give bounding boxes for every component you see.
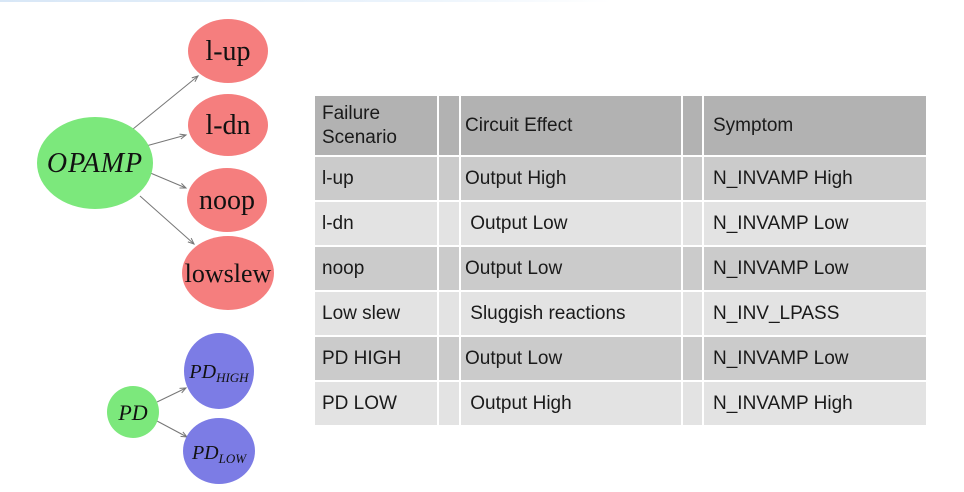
table-row-pdhigh: PD HIGH Output Low N_INVAMP Low — [313, 335, 928, 382]
pd-low-node — [183, 418, 255, 484]
scenario-cell: PD HIGH — [313, 335, 439, 382]
table-row-lup: l-up Output High N_INVAMP High — [313, 155, 928, 202]
opamp-node — [37, 117, 153, 209]
header-symptom: Symptom — [702, 94, 928, 157]
top-accent-line — [0, 0, 612, 2]
edge-opamp-ldn — [145, 133, 188, 147]
spacer-cell — [437, 200, 461, 247]
spacer-cell — [437, 380, 461, 427]
scenario-cell: l-dn — [313, 200, 439, 247]
pd-low-main: PD — [191, 442, 219, 464]
effect-cell: Output Low — [459, 200, 683, 247]
symptom-cell: N_INVAMP Low — [702, 335, 928, 382]
effect-cell: Output Low — [459, 245, 683, 292]
table-row-ldn: l-dn Output Low N_INVAMP Low — [313, 200, 928, 247]
failure-node-lup — [188, 19, 268, 83]
scenario-cell: l-up — [313, 155, 439, 202]
spacer-cell — [681, 380, 704, 427]
spacer-cell — [681, 155, 704, 202]
scenario-cell: Low slew — [313, 290, 439, 337]
spacer-cell — [681, 290, 704, 337]
failure-node-lowslew — [182, 236, 274, 310]
spacer-cell — [437, 335, 461, 382]
spacer-cell — [681, 245, 704, 292]
edge-opamp-lup — [132, 75, 200, 130]
symptom-cell: N_INV_LPASS — [702, 290, 928, 337]
effect-cell: Output High — [459, 155, 683, 202]
spacer-cell — [437, 155, 461, 202]
failure-node-noop-label: noop — [199, 185, 255, 216]
table-row-pdlow: PD LOW Output High N_INVAMP High — [313, 380, 928, 427]
failure-node-ldn — [188, 94, 268, 156]
scenario-cell: PD LOW — [313, 380, 439, 427]
pd-high-sub: HIGH — [215, 370, 249, 385]
pd-tree: PD PDHIGH PDLOW — [107, 333, 255, 484]
pd-node — [107, 386, 159, 438]
effect-cell: Output High — [459, 380, 683, 427]
symptom-cell: N_INVAMP Low — [702, 200, 928, 247]
header-failure-scenario: Failure Scenario — [313, 94, 439, 157]
failure-node-ldn-label: l-dn — [205, 110, 250, 141]
fault-tree-diagram: OPAMP l-up l-dn noop lowslew PD PDHIGH P… — [37, 19, 274, 484]
failure-table: Failure Scenario Circuit Effect Symptom … — [313, 94, 928, 427]
spacer-cell — [681, 200, 704, 247]
edge-pd-pdlow — [156, 420, 189, 438]
spacer-cell — [437, 290, 461, 337]
spacer-cell — [437, 245, 461, 292]
table-header-row: Failure Scenario Circuit Effect Symptom — [313, 94, 928, 157]
symptom-cell: N_INVAMP Low — [702, 245, 928, 292]
header-circuit-effect: Circuit Effect — [459, 94, 683, 157]
table-row-lowslew: Low slew Sluggish reactions N_INV_LPASS — [313, 290, 928, 337]
pd-high-node — [184, 333, 254, 409]
scenario-cell: noop — [313, 245, 439, 292]
spacer-cell — [681, 335, 704, 382]
effect-cell: Output Low — [459, 335, 683, 382]
effect-cell: Sluggish reactions — [459, 290, 683, 337]
header-spacer-1 — [437, 94, 461, 157]
opamp-tree: OPAMP l-up l-dn noop lowslew — [37, 19, 274, 310]
failure-node-lup-label: l-up — [205, 36, 250, 67]
symptom-cell: N_INVAMP High — [702, 155, 928, 202]
pd-low-node-label: PDLOW — [191, 442, 247, 466]
pd-high-main: PD — [188, 361, 216, 383]
edge-opamp-noop — [147, 171, 188, 189]
pd-node-label: PD — [117, 400, 147, 425]
symptom-cell: N_INVAMP High — [702, 380, 928, 427]
table-row-noop: noop Output Low N_INVAMP Low — [313, 245, 928, 292]
edge-pd-pdhigh — [156, 387, 188, 403]
edge-opamp-lowslew — [139, 195, 195, 245]
failure-node-lowslew-label: lowslew — [185, 259, 272, 288]
opamp-node-label: OPAMP — [47, 148, 143, 179]
failure-node-noop — [187, 168, 267, 232]
pd-high-node-label: PDHIGH — [188, 361, 249, 385]
header-spacer-2 — [681, 94, 704, 157]
pd-low-sub: LOW — [218, 451, 248, 466]
